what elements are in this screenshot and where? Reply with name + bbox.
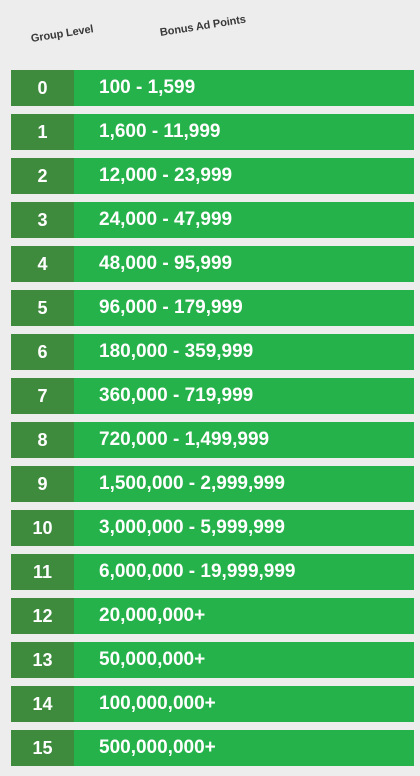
bonus-points-cell: 100 - 1,599 xyxy=(74,70,414,106)
level-table: 0 100 - 1,599 1 1,600 - 11,999 2 12,000 … xyxy=(11,70,414,774)
group-level-cell: 10 xyxy=(11,510,74,546)
group-level-cell: 12 xyxy=(11,598,74,634)
group-level-cell: 15 xyxy=(11,730,74,766)
table-row: 10 3,000,000 - 5,999,999 xyxy=(11,510,414,546)
group-level-cell: 13 xyxy=(11,642,74,678)
table-row: 6 180,000 - 359,999 xyxy=(11,334,414,370)
table-row: 0 100 - 1,599 xyxy=(11,70,414,106)
bonus-points-cell: 1,600 - 11,999 xyxy=(74,114,414,150)
table-row: 15 500,000,000+ xyxy=(11,730,414,766)
bonus-points-cell: 180,000 - 359,999 xyxy=(74,334,414,370)
table-row: 11 6,000,000 - 19,999,999 xyxy=(11,554,414,590)
table-row: 2 12,000 - 23,999 xyxy=(11,158,414,194)
bonus-points-cell: 360,000 - 719,999 xyxy=(74,378,414,414)
group-level-cell: 11 xyxy=(11,554,74,590)
group-level-column-header: Group Level xyxy=(30,23,95,45)
table-row: 13 50,000,000+ xyxy=(11,642,414,678)
table-row: 1 1,600 - 11,999 xyxy=(11,114,414,150)
table-row: 4 48,000 - 95,999 xyxy=(11,246,414,282)
table-row: 5 96,000 - 179,999 xyxy=(11,290,414,326)
group-level-cell: 8 xyxy=(11,422,74,458)
group-level-cell: 3 xyxy=(11,202,74,238)
bonus-points-cell: 12,000 - 23,999 xyxy=(74,158,414,194)
table-row: 8 720,000 - 1,499,999 xyxy=(11,422,414,458)
bonus-points-cell: 48,000 - 95,999 xyxy=(74,246,414,282)
group-level-cell: 4 xyxy=(11,246,74,282)
group-level-cell: 6 xyxy=(11,334,74,370)
group-level-cell: 14 xyxy=(11,686,74,722)
bonus-points-cell: 500,000,000+ xyxy=(74,730,414,766)
group-level-cell: 0 xyxy=(11,70,74,106)
bonus-points-cell: 24,000 - 47,999 xyxy=(74,202,414,238)
bonus-points-cell: 96,000 - 179,999 xyxy=(74,290,414,326)
table-row: 3 24,000 - 47,999 xyxy=(11,202,414,238)
bonus-points-cell: 720,000 - 1,499,999 xyxy=(74,422,414,458)
table-row: 9 1,500,000 - 2,999,999 xyxy=(11,466,414,502)
bonus-points-cell: 100,000,000+ xyxy=(74,686,414,722)
group-level-cell: 1 xyxy=(11,114,74,150)
bonus-points-cell: 20,000,000+ xyxy=(74,598,414,634)
bonus-points-cell: 6,000,000 - 19,999,999 xyxy=(74,554,414,590)
bonus-points-cell: 50,000,000+ xyxy=(74,642,414,678)
group-level-cell: 7 xyxy=(11,378,74,414)
bonus-ad-points-column-header: Bonus Ad Points xyxy=(159,13,247,39)
table-row: 7 360,000 - 719,999 xyxy=(11,378,414,414)
bonus-points-cell: 3,000,000 - 5,999,999 xyxy=(74,510,414,546)
table-header: Group Level Bonus Ad Points xyxy=(0,0,420,66)
group-level-cell: 9 xyxy=(11,466,74,502)
bonus-points-cell: 1,500,000 - 2,999,999 xyxy=(74,466,414,502)
table-row: 14 100,000,000+ xyxy=(11,686,414,722)
group-level-cell: 2 xyxy=(11,158,74,194)
group-level-cell: 5 xyxy=(11,290,74,326)
table-row: 12 20,000,000+ xyxy=(11,598,414,634)
